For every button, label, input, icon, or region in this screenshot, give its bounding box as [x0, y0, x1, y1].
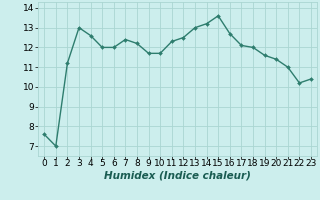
X-axis label: Humidex (Indice chaleur): Humidex (Indice chaleur): [104, 171, 251, 181]
